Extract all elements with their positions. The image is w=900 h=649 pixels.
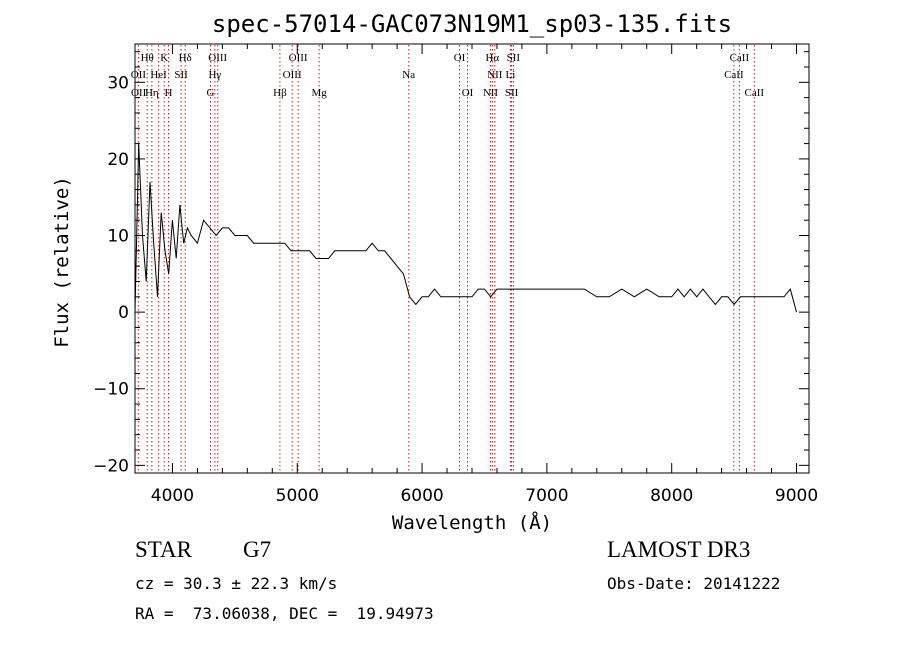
line-label: Mg: [311, 87, 327, 99]
x-tick-label: 4000: [151, 486, 194, 506]
x-tick-label: 7000: [525, 486, 568, 506]
x-axis-label: Wavelength (Å): [392, 511, 552, 534]
spectral-line-markers: [137, 45, 755, 472]
object-subclass: G7: [243, 537, 272, 562]
obs-date-line: Obs-Date: 20141222: [607, 574, 781, 593]
y-tick-label: −10: [93, 380, 129, 400]
spectrum-line: [134, 143, 797, 313]
line-label: OII: [131, 87, 147, 99]
x-tick-label: 6000: [400, 486, 443, 506]
line-label: Hδ: [179, 52, 192, 64]
line-label: OII: [131, 69, 147, 81]
survey-name: LAMOST DR3: [607, 537, 751, 562]
x-tick-label: 5000: [276, 486, 319, 506]
x-tick-label: 9000: [775, 486, 818, 506]
line-label: NII: [483, 87, 499, 99]
line-label: OI: [462, 87, 474, 99]
line-label: Hγ: [208, 69, 221, 81]
x-tick-label: 8000: [650, 486, 693, 506]
y-axis-label: Flux (relative): [51, 176, 73, 348]
line-label: OIII: [289, 52, 308, 64]
y-tick-label: −20: [93, 456, 129, 476]
y-axis-ticks: −20 −10 0 10 20 30: [93, 51, 809, 476]
y-tick-label: 30: [107, 73, 129, 93]
object-type: STAR: [135, 537, 192, 562]
line-label: CaII: [724, 69, 744, 81]
line-label: Na: [402, 69, 415, 81]
line-label: HeI: [150, 69, 167, 81]
line-label: Li: [506, 69, 516, 81]
line-label: Hθ: [141, 52, 154, 64]
line-label: SII: [505, 87, 519, 99]
x-axis-ticks: 4000 5000 6000 7000 8000 9000: [151, 44, 818, 506]
line-label: K: [160, 52, 168, 64]
line-label: OIII: [208, 52, 227, 64]
spectral-line-labels: Hθ K Hδ OIII OIII OI Hα SII CaII OII HeI SII Hγ OIII N…: [131, 52, 765, 99]
line-label: H: [164, 87, 172, 99]
line-label: Hα: [485, 52, 499, 64]
line-label: CaII: [745, 87, 765, 99]
chart-title: spec-57014-GAC073N19M1_sp03-135.fits: [212, 10, 732, 38]
line-label: OI: [454, 52, 466, 64]
line-label: G: [207, 87, 215, 99]
line-label: SII: [174, 69, 188, 81]
y-tick-label: 20: [107, 150, 129, 170]
redshift-line: cz = 30.3 ± 22.3 km/s: [135, 574, 338, 593]
plot-frame: [134, 43, 810, 474]
line-label: Hη: [145, 87, 159, 99]
line-label: OIII: [283, 69, 302, 81]
line-label: SII: [507, 52, 521, 64]
y-tick-label: 10: [107, 227, 129, 247]
spectrum-series: [134, 143, 797, 313]
y-tick-label: 0: [118, 303, 129, 323]
line-label: CaII: [730, 52, 750, 64]
line-label: NII: [487, 69, 503, 81]
radec-line: RA = 73.06038, DEC = 19.94973: [135, 604, 434, 623]
line-label: Hβ: [273, 87, 287, 99]
